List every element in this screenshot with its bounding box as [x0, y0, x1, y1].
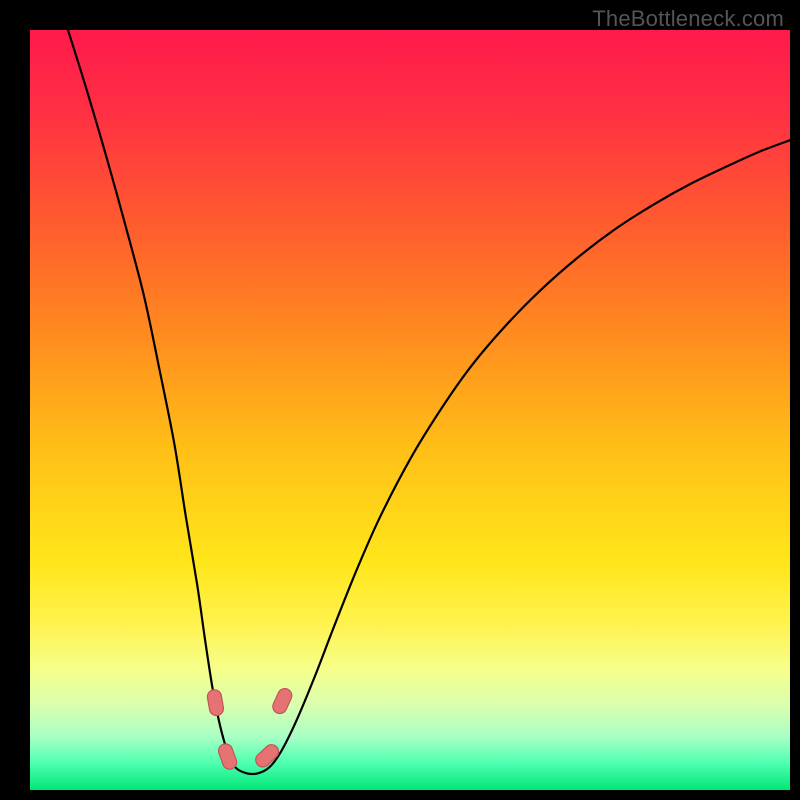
- bottleneck-chart: [30, 30, 790, 790]
- gradient-background: [30, 30, 790, 790]
- chart-frame: TheBottleneck.com: [0, 0, 800, 800]
- chart-svg: [30, 30, 790, 790]
- watermark-text: TheBottleneck.com: [592, 6, 784, 32]
